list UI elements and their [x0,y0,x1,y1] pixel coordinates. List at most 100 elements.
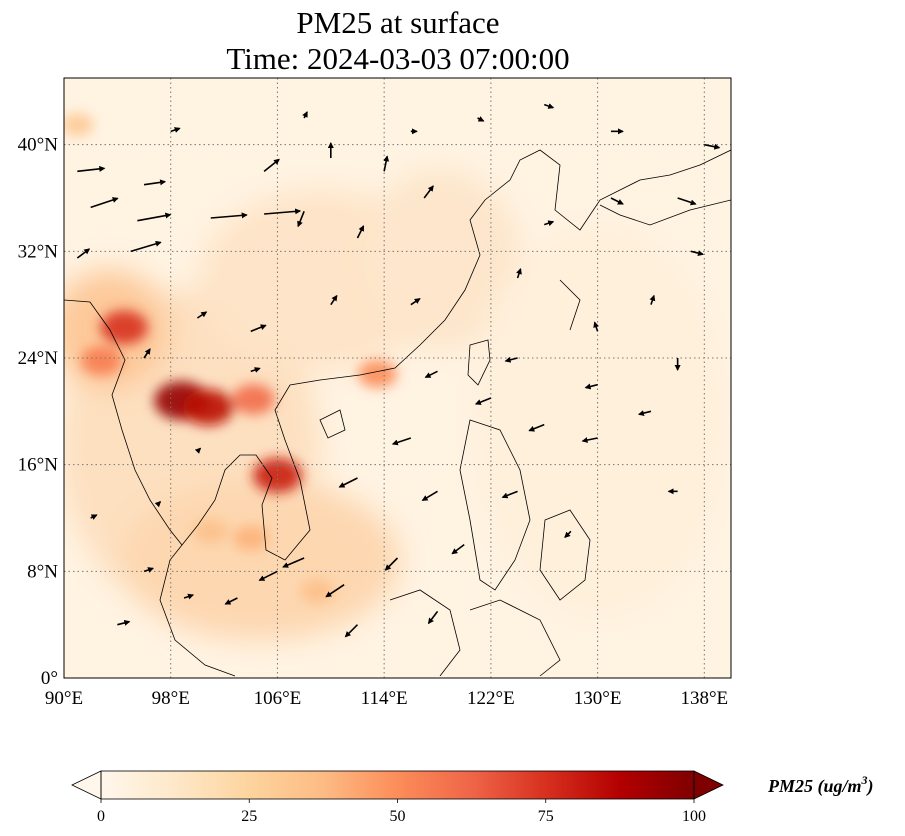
lat-tick-label: 0° [41,668,58,689]
gridlines [64,78,731,678]
pm25-hotspot-4 [100,310,148,345]
pm25-hotspot-1 [182,389,234,426]
colorbar-tick-label: 75 [538,808,554,825]
lon-tick-label: 98°E [152,688,190,709]
longitude-tick-labels: 90°E 98°E 106°E 114°E 122°E 130°E 138°E [45,688,728,709]
wind-vector-33 [344,624,359,638]
colorbar: 0 25 50 75 100 PM25 (ug/m3) [71,770,874,825]
wind-vector-48 [610,197,624,205]
wind-vector-22 [581,437,598,443]
wind-vector-55 [451,544,465,555]
wind-vector-3 [210,212,248,219]
pm25-hotspot-6 [357,360,398,388]
colorbar-extend-high [693,770,724,800]
pm25-hotspot-10 [64,113,94,137]
lon-tick-label: 130°E [574,688,622,709]
wind-vector-9 [297,211,305,228]
wind-vector-23 [637,410,652,417]
colorbar-tick-label: 50 [390,808,406,825]
wind-vector-26 [421,490,438,502]
lon-tick-label: 106°E [254,688,302,709]
wind-vector-13 [196,311,208,319]
wind-vector-14 [250,324,267,333]
wind-vector-60 [302,111,308,119]
title-line-2: Time: 2024-03-03 07:00:00 [226,41,570,76]
pm25-hotspot-7 [232,525,269,551]
wind-vectors [76,103,721,638]
colorbar-tick-label: 25 [241,808,257,825]
wind-vector-1 [90,197,119,209]
wind-vector-8 [263,158,280,172]
wind-vector-31 [224,597,238,605]
colorbar-tick-label: 0 [97,808,105,825]
wind-vector-16 [410,298,421,306]
wind-vector-2 [137,212,172,222]
wind-vector-32 [384,557,399,571]
wind-vector-28 [282,557,305,568]
colorbar-ticks: 0 25 50 75 100 [97,799,706,825]
plot-frame [63,77,732,679]
wind-vector-35 [143,567,154,573]
pm25-hotspot-2 [232,384,275,415]
wind-vector-19 [424,370,438,379]
wind-vector-37 [183,593,195,600]
lon-tick-label: 122°E [467,688,515,709]
wind-vector-36 [117,619,131,626]
lon-tick-label: 138°E [680,688,728,709]
wind-vector-39 [593,321,600,332]
wind-vector-20 [474,397,492,405]
lon-tick-label: 114°E [361,688,408,709]
wind-vector-46 [690,250,704,257]
pm25-hotspot-9 [193,519,228,544]
wind-vector-11 [356,225,365,239]
wind-vector-58 [383,155,390,172]
wind-vector-18 [250,367,261,373]
wind-vector-49 [516,268,522,279]
wind-vector-34 [427,610,439,625]
wind-vector-41 [677,197,697,206]
wind-vector-57 [154,500,162,508]
wind-vector-17 [143,348,151,359]
wind-vector-51 [584,383,598,390]
lon-tick-label: 90°E [45,688,83,709]
wind-vector-30 [258,570,278,582]
wind-vector-38 [90,514,98,520]
colorbar-tick-label: 100 [682,808,706,825]
wind-vector-29 [325,584,345,598]
wind-vector-47 [543,220,555,227]
wind-vector-54 [564,530,572,539]
wind-vector-0 [77,165,106,173]
pm25-hotspot-5 [80,346,122,376]
colorbar-label: PM25 (ug/m3) [767,773,874,797]
pm25-hotspots [64,113,398,604]
wind-vector-15 [330,294,338,306]
wind-vector-44 [477,116,485,122]
wind-vector-24 [391,437,412,446]
coastlines [64,149,731,677]
wind-vector-56 [194,447,202,454]
latitude-tick-labels: 0° 8°N 16°N 24°N 32°N 40°N [18,135,59,689]
lat-tick-label: 40°N [18,135,59,156]
wind-vector-27 [501,490,518,499]
lat-tick-label: 8°N [27,561,58,582]
wind-vector-25 [338,477,358,488]
colorbar-gradient [101,771,694,799]
lat-tick-label: 24°N [18,348,59,369]
pm25-hotspot-8 [300,579,335,604]
wind-vector-40 [649,294,656,305]
wind-vector-7 [143,179,167,186]
wind-vector-59 [170,127,181,133]
wind-vector-12 [423,185,434,199]
wind-vector-4 [264,208,302,215]
wind-vector-6 [76,248,91,259]
lat-tick-label: 32°N [18,241,59,262]
lat-tick-label: 16°N [18,455,59,476]
wind-vector-45 [704,143,721,150]
colorbar-extend-low [71,770,102,800]
title-line-1: PM25 at surface [296,5,500,40]
wind-vector-50 [504,356,518,363]
wind-vector-21 [528,423,545,432]
wind-vector-43 [543,103,555,109]
wind-vector-5 [130,240,162,253]
